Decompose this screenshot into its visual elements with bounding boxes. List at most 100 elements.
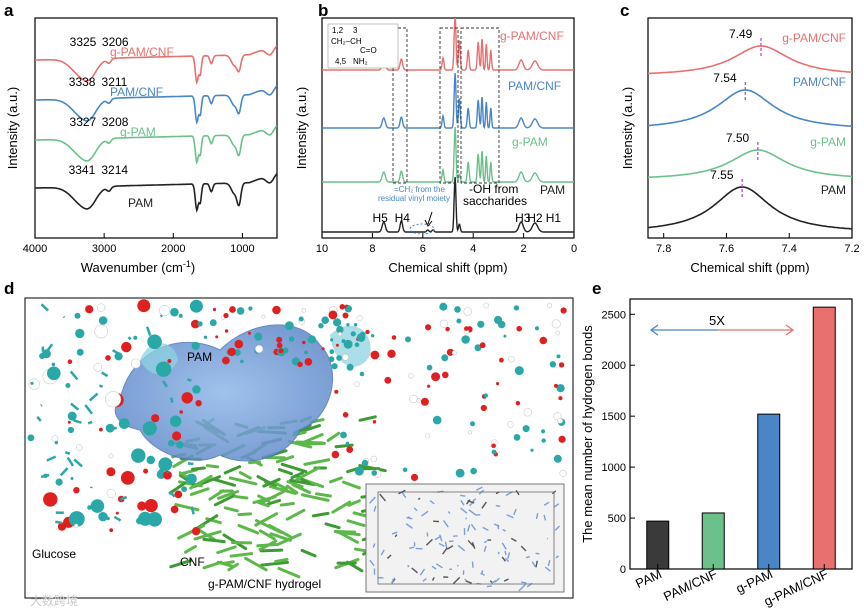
panel-a-xtick-label: 1000 <box>230 243 254 255</box>
zoom-line-g-pam <box>648 149 852 179</box>
nmr-peak-label-h1: H1 <box>546 211 562 225</box>
panel-letter-b: b <box>318 1 328 20</box>
nmr-series-label: PAM/CNF <box>508 79 561 93</box>
nmr-line-pam-cnf <box>322 72 574 130</box>
arrow-left-head <box>649 324 659 336</box>
zoom-peak-label: 7.54 <box>713 71 737 85</box>
zoom-series-label: PAM/CNF <box>793 75 846 89</box>
bar-category-label: g-PAM/CNF <box>762 566 831 609</box>
zoom-line-pam-cnf <box>648 89 852 128</box>
ftir-series-label: g-PAM/CNF <box>110 45 174 59</box>
ftir-peak-label: 3206 <box>102 35 129 49</box>
zoom-line-pam <box>648 186 852 230</box>
nmr-peak-label-h3: H3 <box>515 211 531 225</box>
watermark: 大数跨境 <box>30 593 78 608</box>
nmr-series-label: g-PAM/CNF <box>500 29 564 43</box>
nmr-peak-label-h5: H5 <box>372 211 388 225</box>
panel-e-ytick-label: 500 <box>608 513 626 525</box>
panel-letter-e: e <box>592 279 601 298</box>
panel-a-ylabel: Intensity (a.u.) <box>5 87 20 169</box>
panel-e-ytick-label: 2500 <box>602 309 626 321</box>
ftir-line-g-pam <box>35 125 277 165</box>
inset-structure: 1,2 3 CH₂–CH C=O 4,5 NH₂ <box>327 23 399 69</box>
panel-letter-d: d <box>4 279 14 298</box>
ftir-series-label: PAM <box>128 196 153 210</box>
panel-d-simulation: PAM Glucose CNF g-PAM/CNF hydrogel <box>24 297 574 599</box>
panel-b-xtick-label: 8 <box>369 243 375 255</box>
panel-a-frame <box>34 17 278 239</box>
panel-c-xtick-label: 7.8 <box>656 243 671 255</box>
zoom-peak-label: 7.55 <box>710 168 734 182</box>
zoom-series-label: g-PAM <box>810 135 846 149</box>
ftir-peak-label: 3327 <box>70 115 97 129</box>
label-glucose: Glucose <box>32 547 76 561</box>
panel-b-xtick-label: 10 <box>316 243 328 255</box>
nmr-peak-label-h2: H2 <box>527 211 543 225</box>
panel-c-xtick-label: 7.6 <box>719 243 734 255</box>
ftir-peak-label: 3214 <box>101 163 128 177</box>
inset-label-12: 1,2 <box>332 26 344 35</box>
panel-a-xtick-label: 2000 <box>161 243 185 255</box>
bar-pam-cnf <box>701 512 725 570</box>
inset-label-nh2: NH₂ <box>353 57 368 66</box>
ftir-peak-label: 3211 <box>102 75 128 89</box>
simulation-box-inset <box>365 483 565 593</box>
nmr-series-label: PAM <box>540 183 565 197</box>
zoom-peak-label: 7.50 <box>726 131 750 145</box>
panel-b-xtick-label: 6 <box>420 243 426 255</box>
nmr-line-g-pam <box>322 126 574 184</box>
panel-e-ytick-label: 2000 <box>602 360 626 372</box>
inset-label-chain: CH₂–CH <box>331 37 362 46</box>
dashed-box-oh <box>460 27 500 184</box>
ftir-peak-label: 3325 <box>70 35 97 49</box>
panel-b-nmr: 10 8 6 4 2 0 g-PAM/CNF PAM/CNF g-PAM PAM H5 H4 H3H2… <box>294 17 577 275</box>
vinyl-arrow <box>427 211 433 225</box>
panel-c-xlabel: Chemical shift (ppm) <box>690 260 809 275</box>
ftir-peak-label: 3338 <box>69 75 96 89</box>
label-pam: PAM <box>187 350 212 364</box>
ftir-line-pam <box>35 173 277 213</box>
panel-e-ytick-label: 1000 <box>602 462 626 474</box>
panel-a-xtick-label: 4000 <box>23 243 47 255</box>
panel-e-ylabel: The mean number of hydrogen bonds <box>580 325 595 543</box>
ftir-series-label: PAM/CNF <box>110 85 163 99</box>
panel-a-xtick-label: 3000 <box>92 243 116 255</box>
nmr-peak-label-h4: H4 <box>395 211 411 225</box>
panel-c-xtick-label: 7.4 <box>782 243 797 255</box>
panel-b-xtick-label: 2 <box>521 243 527 255</box>
dashed-box-h4 <box>392 27 408 184</box>
panel-c-ylabel: Intensity (a.u.) <box>620 87 635 169</box>
bar-category-label: PAM/CNF <box>661 566 720 604</box>
panel-a-xlabel: Wavenumber (cm-1) <box>81 259 195 275</box>
zoom-peak-label: 7.49 <box>729 27 753 41</box>
dashed-box-vinyl <box>439 27 459 184</box>
panel-b-xtick-label: 0 <box>571 243 577 255</box>
ftir-peak-label: 3341 <box>69 163 96 177</box>
fold-annotation: 5X <box>709 313 725 328</box>
ftir-line-g-pam-cnf <box>35 45 277 85</box>
nmr-line-pam <box>322 176 574 233</box>
zoom-series-label: g-PAM/CNF <box>782 31 846 45</box>
panel-b-xtick-label: 4 <box>470 243 476 255</box>
vinyl-annotation-line2: residual vinyl moiety <box>378 194 450 203</box>
bar-category-label: PAM <box>633 566 664 591</box>
panel-c-xtick-label: 7.2 <box>844 243 859 255</box>
zoom-series-label: PAM <box>821 183 846 197</box>
label-cnf: CNF <box>180 555 205 569</box>
nmr-line-g-pam-cnf <box>322 18 574 72</box>
ftir-line-pam-cnf <box>35 85 277 125</box>
bar-pam <box>646 520 670 570</box>
inset-label-3: 3 <box>353 26 358 35</box>
panel-e-ytick-label: 1500 <box>602 411 626 423</box>
vinyl-annotation-line1: =CH₂ from the <box>394 185 445 194</box>
vinyl-arrow-head <box>424 219 433 227</box>
zoom-line-g-pam-cnf <box>648 45 852 75</box>
panel-letter-a: a <box>4 1 14 20</box>
inset-label-co: C=O <box>360 46 377 55</box>
arrow-right-head <box>785 324 795 336</box>
oh-annotation-line1: -OH from <box>469 182 518 196</box>
panel-letter-c: c <box>620 1 629 20</box>
